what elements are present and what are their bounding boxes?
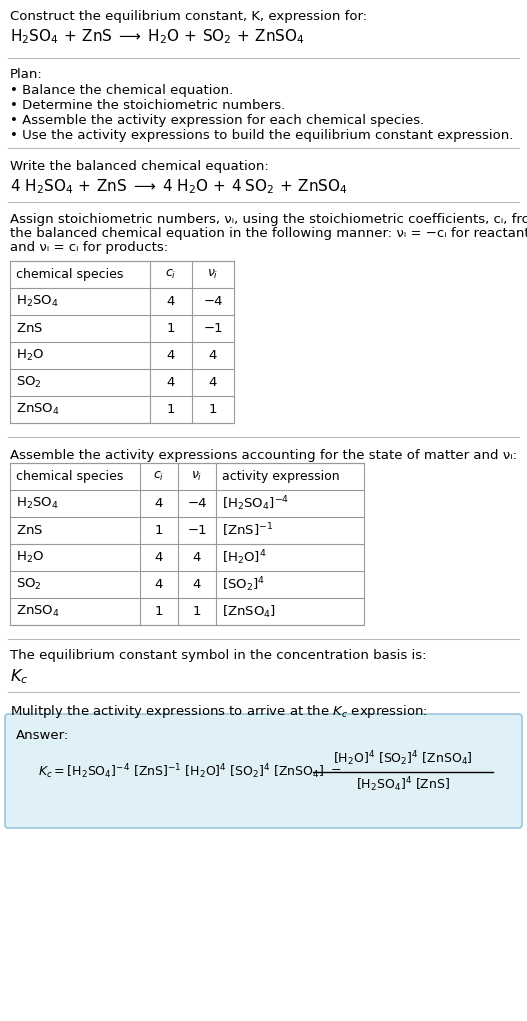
Text: $\mathrm{H_2SO_4}$: $\mathrm{H_2SO_4}$ bbox=[16, 496, 58, 512]
Text: 4: 4 bbox=[155, 497, 163, 510]
Text: • Assemble the activity expression for each chemical species.: • Assemble the activity expression for e… bbox=[10, 114, 424, 127]
Text: • Use the activity expressions to build the equilibrium constant expression.: • Use the activity expressions to build … bbox=[10, 129, 513, 142]
Text: −1: −1 bbox=[187, 524, 207, 537]
Text: 4: 4 bbox=[167, 349, 175, 362]
FancyBboxPatch shape bbox=[5, 714, 522, 828]
Text: 1: 1 bbox=[155, 605, 163, 618]
Text: $[\mathrm{SO_2}]^{4}$: $[\mathrm{SO_2}]^{4}$ bbox=[222, 575, 265, 594]
Text: $\mathrm{SO_2}$: $\mathrm{SO_2}$ bbox=[16, 375, 42, 390]
Text: $\mathrm{H_2O}$: $\mathrm{H_2O}$ bbox=[16, 348, 44, 363]
Text: Assemble the activity expressions accounting for the state of matter and νᵢ:: Assemble the activity expressions accoun… bbox=[10, 449, 517, 461]
Text: 4: 4 bbox=[193, 578, 201, 591]
Text: 4: 4 bbox=[167, 295, 175, 308]
Text: $K_c = [\mathrm{H_2SO_4}]^{-4}\ [\mathrm{ZnS}]^{-1}\ [\mathrm{H_2O}]^{4}\ [\math: $K_c = [\mathrm{H_2SO_4}]^{-4}\ [\mathrm… bbox=[38, 763, 341, 781]
Text: $[\mathrm{H_2SO_4}]^4\ [\mathrm{ZnS}]$: $[\mathrm{H_2SO_4}]^4\ [\mathrm{ZnS}]$ bbox=[356, 776, 450, 794]
Text: $c_i$: $c_i$ bbox=[165, 268, 177, 281]
Text: $\mathrm{ZnS}$: $\mathrm{ZnS}$ bbox=[16, 322, 43, 335]
Text: chemical species: chemical species bbox=[16, 470, 123, 483]
Text: • Balance the chemical equation.: • Balance the chemical equation. bbox=[10, 84, 233, 97]
Text: 4: 4 bbox=[155, 551, 163, 564]
Text: $[\mathrm{H_2O}]^4\ [\mathrm{SO_2}]^4\ [\mathrm{ZnSO_4}]$: $[\mathrm{H_2O}]^4\ [\mathrm{SO_2}]^4\ [… bbox=[333, 749, 473, 769]
Text: 4: 4 bbox=[193, 551, 201, 564]
Text: $\mathrm{ZnS}$: $\mathrm{ZnS}$ bbox=[16, 524, 43, 537]
Text: Answer:: Answer: bbox=[16, 729, 69, 742]
Text: −4: −4 bbox=[187, 497, 207, 510]
Text: $[\mathrm{ZnSO_4}]$: $[\mathrm{ZnSO_4}]$ bbox=[222, 603, 276, 620]
Text: $\mathrm{ZnSO_4}$: $\mathrm{ZnSO_4}$ bbox=[16, 402, 60, 417]
Text: 4: 4 bbox=[209, 349, 217, 362]
Text: the balanced chemical equation in the following manner: νᵢ = −cᵢ for reactants: the balanced chemical equation in the fo… bbox=[10, 227, 527, 240]
Bar bbox=[10, 463, 364, 625]
Text: 1: 1 bbox=[167, 403, 175, 416]
Text: The equilibrium constant symbol in the concentration basis is:: The equilibrium constant symbol in the c… bbox=[10, 649, 426, 662]
Text: chemical species: chemical species bbox=[16, 268, 123, 281]
Text: 4: 4 bbox=[155, 578, 163, 591]
Text: 1: 1 bbox=[155, 524, 163, 537]
Text: 1: 1 bbox=[209, 403, 217, 416]
Text: 4: 4 bbox=[167, 376, 175, 389]
Text: $\mathrm{ZnSO_4}$: $\mathrm{ZnSO_4}$ bbox=[16, 604, 60, 619]
Text: $\nu_i$: $\nu_i$ bbox=[207, 268, 219, 281]
Text: $\mathrm{SO_2}$: $\mathrm{SO_2}$ bbox=[16, 577, 42, 592]
Text: $\mathrm{H_2SO_4}$: $\mathrm{H_2SO_4}$ bbox=[16, 294, 58, 309]
Text: Write the balanced chemical equation:: Write the balanced chemical equation: bbox=[10, 160, 269, 173]
Text: • Determine the stoichiometric numbers.: • Determine the stoichiometric numbers. bbox=[10, 99, 285, 112]
Text: $[\mathrm{ZnS}]^{-1}$: $[\mathrm{ZnS}]^{-1}$ bbox=[222, 522, 273, 539]
Text: activity expression: activity expression bbox=[222, 470, 339, 483]
Text: and νᵢ = cᵢ for products:: and νᵢ = cᵢ for products: bbox=[10, 241, 168, 254]
Text: $[\mathrm{H_2O}]^{4}$: $[\mathrm{H_2O}]^{4}$ bbox=[222, 548, 267, 567]
Text: $[\mathrm{H_2SO_4}]^{-4}$: $[\mathrm{H_2SO_4}]^{-4}$ bbox=[222, 494, 289, 513]
Text: Plan:: Plan: bbox=[10, 68, 43, 81]
Text: $\nu_i$: $\nu_i$ bbox=[191, 470, 203, 483]
Text: $\mathrm{H_2O}$: $\mathrm{H_2O}$ bbox=[16, 550, 44, 565]
Text: 1: 1 bbox=[167, 322, 175, 335]
Text: Construct the equilibrium constant, K, expression for:: Construct the equilibrium constant, K, e… bbox=[10, 10, 367, 23]
Text: $c_i$: $c_i$ bbox=[153, 470, 164, 483]
Text: 4 $\mathrm{H_2SO_4}$$\,+\,$ZnS$\;\longrightarrow\;$4 $\mathrm{H_2O}$$\,+\,4\;$$\: 4 $\mathrm{H_2SO_4}$$\,+\,$ZnS$\;\longri… bbox=[10, 177, 348, 196]
Text: 1: 1 bbox=[193, 605, 201, 618]
Text: $\mathrm{H_2SO_4}$$\,+\,$ZnS$\;\longrightarrow\;$$\mathrm{H_2O}$$\,+\,$$\mathrm{: $\mathrm{H_2SO_4}$$\,+\,$ZnS$\;\longrigh… bbox=[10, 27, 305, 46]
Text: Assign stoichiometric numbers, νᵢ, using the stoichiometric coefficients, cᵢ, fr: Assign stoichiometric numbers, νᵢ, using… bbox=[10, 213, 527, 226]
Text: −4: −4 bbox=[203, 295, 223, 308]
Text: $K_c$: $K_c$ bbox=[10, 667, 28, 686]
Bar bbox=[10, 261, 234, 423]
Text: 4: 4 bbox=[209, 376, 217, 389]
Text: Mulitply the activity expressions to arrive at the $K_c$ expression:: Mulitply the activity expressions to arr… bbox=[10, 703, 428, 720]
Text: −1: −1 bbox=[203, 322, 223, 335]
